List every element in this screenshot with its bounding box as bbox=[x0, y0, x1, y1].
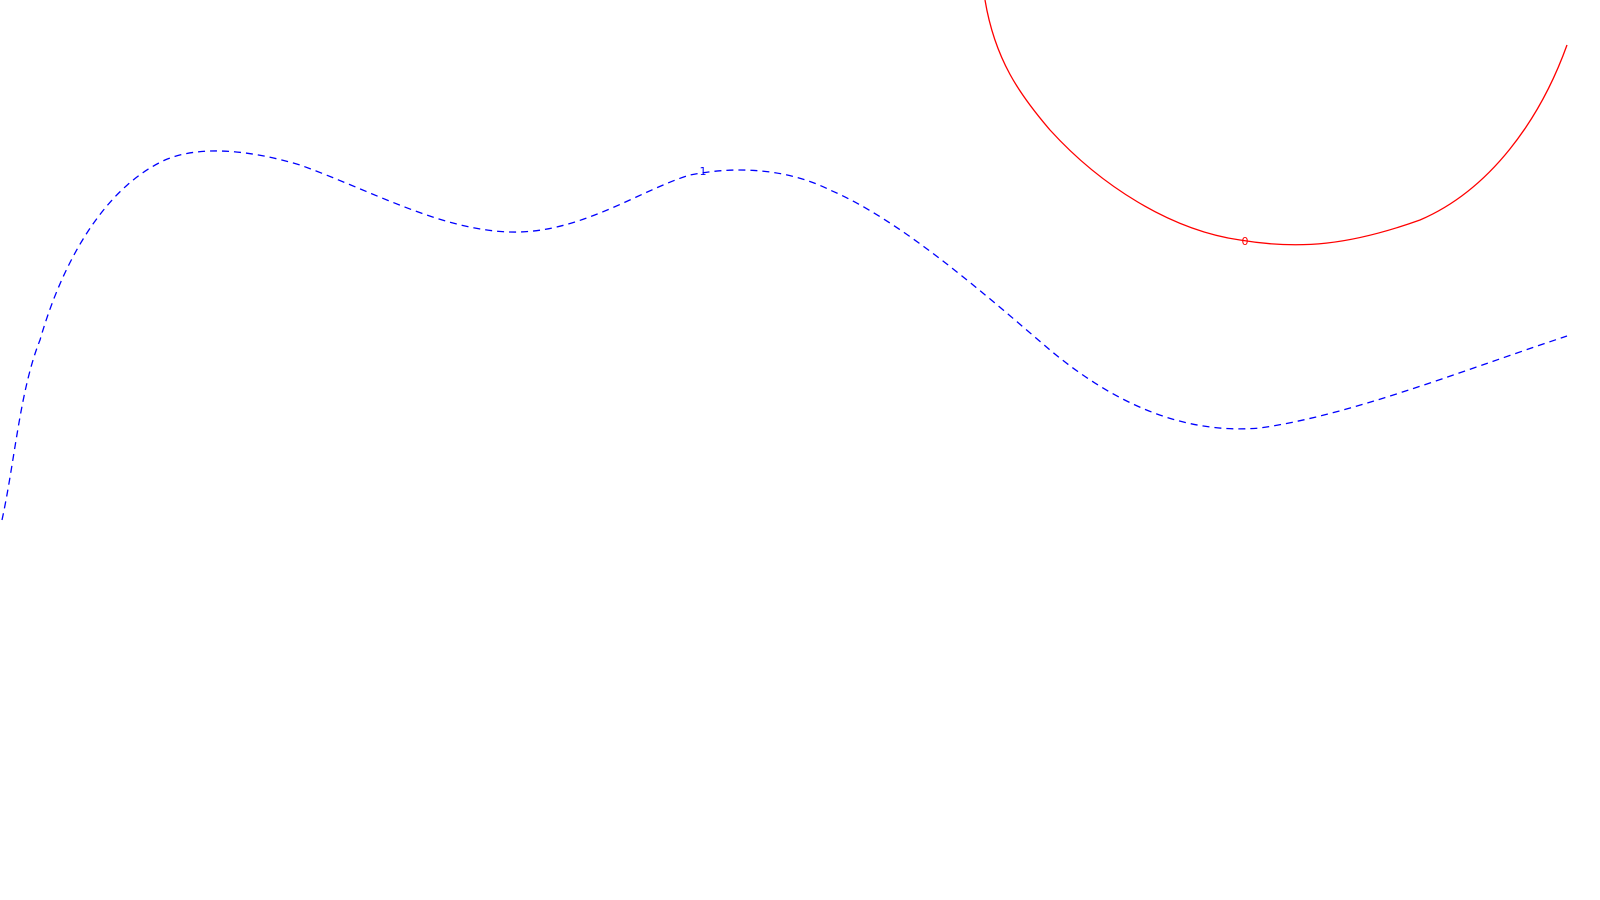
contour-label-level-1: 1 bbox=[700, 165, 707, 178]
contour-line-level-0 bbox=[984, 0, 1568, 246]
contour-line-level-1 bbox=[1, 150, 1568, 521]
contour-label-level-0: 0 bbox=[1242, 235, 1249, 248]
